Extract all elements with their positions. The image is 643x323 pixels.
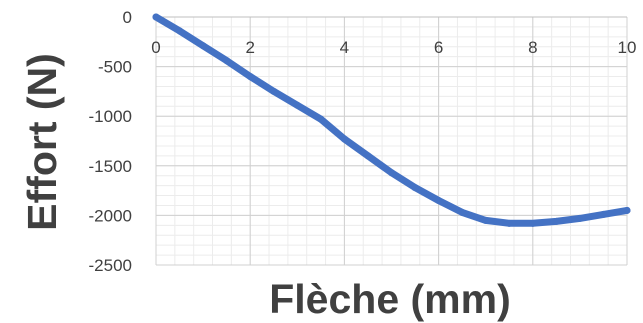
y-tick-label: -500 bbox=[98, 58, 132, 77]
x-tick-label: 10 bbox=[618, 38, 637, 57]
y-tick-labels: 0 -500 -1000 -1500 -2000 -2500 bbox=[89, 8, 132, 275]
data-point bbox=[576, 214, 584, 222]
data-point bbox=[223, 57, 231, 65]
data-point bbox=[199, 42, 207, 50]
x-tick-label: 6 bbox=[434, 38, 443, 57]
data-point bbox=[599, 210, 607, 218]
data-point bbox=[246, 73, 254, 81]
data-point bbox=[552, 217, 560, 225]
data-point bbox=[529, 219, 537, 227]
data-point bbox=[435, 197, 443, 205]
data-point bbox=[505, 219, 513, 227]
data-point bbox=[388, 169, 395, 177]
minor-gridlines bbox=[155, 16, 628, 266]
data-point bbox=[317, 115, 325, 123]
data-point bbox=[623, 206, 631, 214]
y-axis-title: Effort (N) bbox=[19, 53, 65, 231]
y-tick-label: -2500 bbox=[89, 256, 132, 275]
data-point bbox=[340, 135, 348, 143]
series-line bbox=[152, 13, 631, 227]
x-tick-label: 0 bbox=[151, 38, 160, 57]
x-tick-label: 4 bbox=[340, 38, 349, 57]
x-tick-label: 8 bbox=[528, 38, 537, 57]
y-tick-label: 0 bbox=[123, 8, 132, 27]
data-point bbox=[411, 184, 419, 192]
x-tick-label: 2 bbox=[245, 38, 254, 57]
data-point bbox=[458, 208, 466, 216]
y-tick-label: -1000 bbox=[89, 107, 132, 126]
data-point bbox=[152, 13, 160, 21]
x-tick-labels: 0 2 4 6 8 10 bbox=[151, 38, 636, 57]
data-point bbox=[293, 101, 301, 109]
series-layer bbox=[152, 13, 631, 227]
data-point bbox=[482, 216, 490, 224]
data-point bbox=[364, 152, 372, 160]
data-point bbox=[176, 27, 184, 35]
y-tick-label: -1500 bbox=[89, 157, 132, 176]
data-point bbox=[270, 87, 278, 95]
major-gridlines bbox=[155, 16, 628, 266]
y-tick-label: -2000 bbox=[89, 206, 132, 225]
x-axis-title: Flèche (mm) bbox=[269, 276, 511, 322]
